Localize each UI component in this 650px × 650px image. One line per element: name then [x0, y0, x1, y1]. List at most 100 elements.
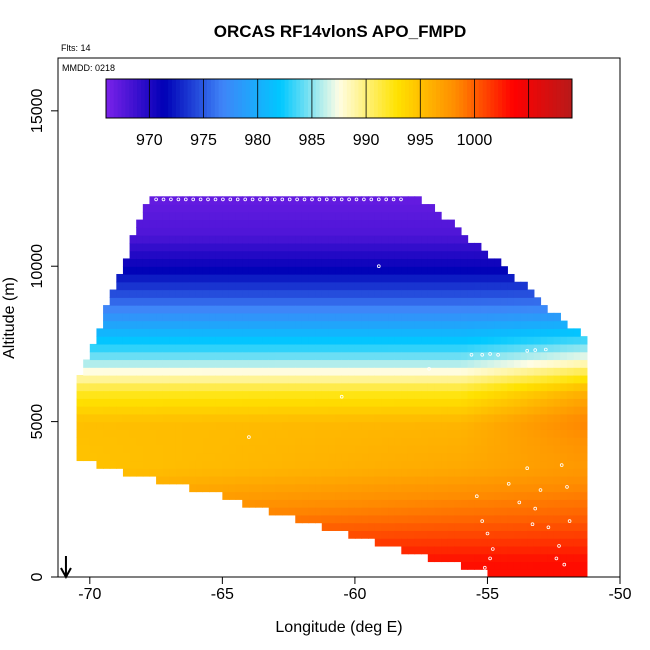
heatmap-cell — [308, 266, 316, 275]
colorbar-swatch — [222, 79, 227, 118]
heatmap-cell — [275, 507, 283, 516]
heatmap-cell — [301, 421, 310, 430]
heatmap-cell — [262, 413, 270, 423]
heatmap-cell — [262, 297, 270, 306]
heatmap-cell — [494, 281, 502, 291]
heatmap-cell — [215, 312, 223, 322]
heatmap-cell — [328, 196, 336, 205]
heatmap-cell — [235, 374, 243, 384]
heatmap-cell — [401, 219, 409, 228]
heatmap-cell — [209, 390, 217, 399]
observation-point — [488, 352, 492, 356]
heatmap-cell — [553, 351, 561, 361]
heatmap-cell — [209, 297, 217, 306]
heatmap-cell — [162, 328, 170, 337]
heatmap-cell — [103, 336, 111, 345]
heatmap-cell — [321, 382, 329, 392]
heatmap-cell — [500, 351, 508, 361]
colorbar-swatch — [226, 79, 231, 118]
heatmap-cell — [275, 491, 283, 500]
heatmap-cell — [533, 382, 542, 392]
heatmap-cell — [560, 507, 568, 516]
heatmap-cell — [394, 273, 402, 283]
heatmap-cell — [275, 499, 283, 508]
heatmap-cell — [553, 413, 561, 423]
heatmap-cell — [295, 367, 303, 376]
observation-point — [559, 463, 564, 467]
heatmap-cell — [228, 406, 237, 415]
heatmap-cell — [354, 437, 363, 446]
heatmap-cell — [175, 312, 184, 322]
heatmap-cell — [381, 491, 389, 500]
heatmap-cell — [533, 569, 542, 577]
heatmap-cell — [255, 421, 263, 430]
heatmap-cell — [467, 266, 475, 275]
heatmap-cell — [520, 289, 528, 298]
heatmap-cell — [189, 421, 197, 430]
heatmap-cell — [282, 351, 290, 361]
heatmap-cell — [308, 289, 316, 298]
heatmap-cell — [401, 530, 409, 539]
colorbar-swatch — [269, 79, 274, 118]
heatmap-cell — [295, 421, 303, 430]
heatmap-cell — [89, 382, 98, 392]
heatmap-cell — [109, 328, 117, 337]
heatmap-cell — [467, 460, 475, 469]
heatmap-cell — [414, 211, 422, 221]
heatmap-cell — [388, 227, 396, 236]
heatmap-cell — [507, 413, 515, 423]
heatmap-cell — [189, 429, 197, 438]
heatmap-cell — [195, 250, 204, 260]
heatmap-cell — [500, 538, 508, 547]
heatmap-cell — [368, 507, 376, 516]
heatmap-cell — [315, 483, 323, 493]
heatmap-cell — [553, 382, 561, 392]
heatmap-cell — [560, 468, 568, 477]
heatmap-cell — [414, 460, 422, 469]
heatmap-cell — [480, 273, 489, 283]
heatmap-cell — [414, 250, 422, 260]
observation-point — [557, 544, 561, 548]
heatmap-cell — [447, 266, 455, 275]
heatmap-cell — [566, 343, 575, 353]
heatmap-cell — [268, 196, 276, 205]
heatmap-cell — [122, 312, 131, 322]
heatmap-cell — [474, 320, 482, 329]
heatmap-cell — [500, 507, 508, 516]
heatmap-cell — [566, 522, 575, 531]
heatmap-cell — [142, 312, 151, 322]
heatmap-cell — [182, 374, 190, 384]
heatmap-cell — [460, 382, 469, 392]
heatmap-cell — [566, 351, 575, 361]
heatmap-cell — [142, 281, 151, 291]
heatmap-cell — [321, 204, 329, 213]
heatmap-cell — [242, 204, 250, 213]
heatmap-cell — [361, 242, 369, 252]
heatmap-cell — [368, 514, 376, 524]
observation-point — [295, 197, 299, 202]
heatmap-cell — [381, 398, 389, 407]
heatmap-cell — [480, 374, 489, 384]
heatmap-cell — [255, 336, 263, 345]
observation-point — [347, 197, 351, 202]
heatmap-cell — [116, 444, 124, 454]
heatmap-cell — [255, 343, 263, 353]
heatmap-cell — [427, 413, 436, 423]
heatmap-cell — [394, 219, 402, 228]
heatmap-cell — [235, 367, 243, 376]
heatmap-cell — [533, 320, 542, 329]
heatmap-cell — [175, 250, 184, 260]
heatmap-cell — [500, 499, 508, 508]
heatmap-cell — [315, 429, 323, 438]
heatmap-cell — [295, 406, 303, 415]
heatmap-cell — [414, 522, 422, 531]
heatmap-cell — [580, 538, 588, 547]
heatmap-cell — [308, 437, 316, 446]
heatmap-cell — [401, 483, 409, 493]
heatmap-cell — [209, 413, 217, 423]
heatmap-cell — [301, 336, 310, 345]
heatmap-cell — [407, 266, 416, 275]
heatmap-cell — [288, 258, 296, 267]
heatmap-cell — [209, 359, 217, 368]
heatmap-cell — [434, 476, 442, 485]
